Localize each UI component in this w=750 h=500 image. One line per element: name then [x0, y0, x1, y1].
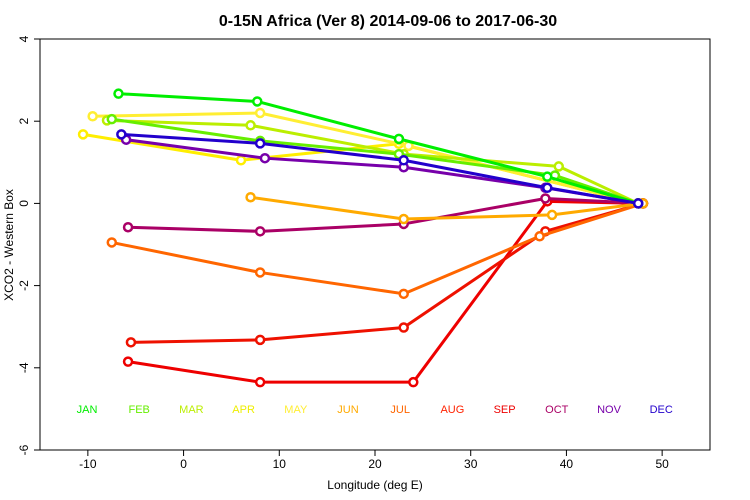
- month-label-jan: JAN: [77, 404, 98, 416]
- month-label-apr: APR: [232, 404, 255, 416]
- data-point: [534, 231, 545, 242]
- data-point: [122, 221, 134, 233]
- month-label-mar: MAR: [179, 404, 204, 416]
- data-point: [245, 120, 256, 131]
- data-point: [540, 193, 551, 204]
- data-point: [245, 191, 256, 203]
- y-tick-label: -4: [17, 362, 31, 373]
- x-tick-label: 40: [560, 457, 574, 471]
- data-point: [408, 376, 419, 388]
- data-point: [632, 198, 644, 209]
- x-tick-label: 30: [464, 457, 478, 471]
- month-label-oct: OCT: [545, 404, 569, 416]
- series-4: [245, 191, 649, 225]
- data-point: [106, 113, 118, 125]
- data-point: [398, 288, 409, 300]
- month-label-dec: DEC: [650, 404, 673, 416]
- month-label-may: MAY: [284, 404, 308, 416]
- data-point: [254, 334, 266, 346]
- data-point: [398, 213, 409, 225]
- data-point: [254, 267, 266, 278]
- x-tick-label: 20: [368, 457, 382, 471]
- month-label-nov: NOV: [597, 404, 622, 416]
- data-point: [254, 107, 266, 119]
- data-point: [546, 209, 558, 221]
- data-point: [553, 161, 565, 172]
- data-point: [254, 376, 266, 388]
- month-label-sep: SEP: [494, 404, 516, 416]
- x-tick-label: 50: [655, 457, 669, 471]
- data-point: [254, 226, 266, 237]
- y-axis: -6 -4 -2 0 2 4: [17, 35, 40, 455]
- month-legend: JAN FEB MAR APR MAY JUN JUL AUG SEP OCT NOV DEC: [77, 404, 673, 416]
- data-point: [235, 154, 247, 166]
- data-point: [125, 337, 137, 348]
- data-point: [77, 129, 89, 140]
- data-point: [398, 154, 409, 166]
- x-axis-label: Longitude (deg E): [327, 478, 422, 492]
- month-label-jul: JUL: [390, 404, 410, 416]
- y-tick-label: -2: [17, 280, 31, 291]
- data-point: [116, 129, 127, 140]
- data-point: [87, 111, 98, 122]
- x-tick-label: -10: [79, 457, 97, 471]
- x-tick-label: 10: [273, 457, 287, 471]
- series-11: [116, 129, 644, 209]
- y-tick-label: -6: [17, 444, 31, 455]
- y-tick-label: 4: [17, 35, 31, 42]
- data-point: [393, 133, 405, 145]
- x-axis: -10 0 10 20 30 40 50: [79, 450, 669, 471]
- data-point: [106, 237, 118, 248]
- series-layer: [77, 88, 649, 388]
- x-tick-label: 0: [180, 457, 187, 471]
- data-point: [122, 356, 134, 367]
- data-point: [259, 152, 271, 164]
- series-line: [249, 195, 645, 221]
- data-point: [398, 322, 409, 333]
- y-tick-label: 2: [17, 118, 31, 125]
- month-label-aug: AUG: [440, 404, 464, 416]
- chart-title: 0-15N Africa (Ver 8) 2014-09-06 to 2017-…: [219, 13, 557, 30]
- month-label-jun: JUN: [337, 404, 358, 416]
- month-label-feb: FEB: [128, 404, 149, 416]
- series-line: [91, 111, 640, 205]
- data-point: [542, 182, 553, 194]
- data-point: [254, 138, 266, 149]
- y-axis-label: XCO2 - Western Box: [2, 189, 16, 301]
- data-point: [113, 88, 124, 99]
- y-tick-label: 0: [17, 200, 31, 207]
- data-point: [252, 96, 263, 107]
- data-point: [542, 171, 553, 182]
